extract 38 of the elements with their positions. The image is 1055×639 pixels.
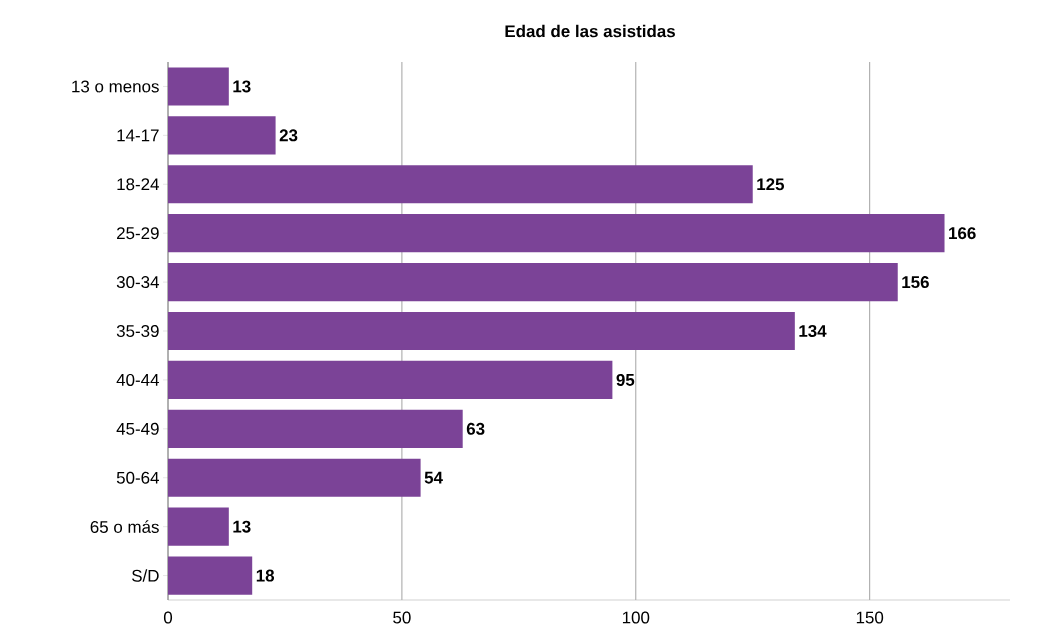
data-label: 13 [233,520,251,533]
y-tick-label: 13 o menos [72,80,159,93]
bar [168,556,253,595]
y-tick-label: 25-29 [117,227,159,240]
data-label: 63 [466,422,485,435]
bar [168,360,613,399]
data-label: 54 [424,471,443,484]
data-label: 166 [949,227,976,240]
chart-title: Edad de las asistidas [505,24,675,38]
bar [168,67,229,106]
x-tick-label: 100 [622,611,650,624]
y-tick-label: S/D [132,569,159,582]
y-tick-label: 45-49 [116,422,159,435]
data-label: 134 [799,324,827,338]
bar [168,507,229,546]
bar [168,458,421,497]
bar [168,165,753,204]
y-tick-label: 65 o más [90,520,159,533]
y-tick-label: 35-39 [116,325,159,338]
y-tick-label: 40-44 [116,373,159,386]
x-tick-label: 150 [856,611,884,624]
y-tick-label: 30-34 [116,276,159,289]
bar [168,214,945,253]
y-tick-label: 50-64 [116,471,159,484]
x-tick-label: 50 [393,611,411,624]
data-label: 156 [902,276,929,289]
bar [168,263,898,302]
bar [168,311,795,351]
y-tick-label: 14-17 [117,129,159,142]
bar [168,409,463,448]
x-tick-label: 0 [163,611,173,624]
data-label: 18 [256,569,275,582]
y-tick-label: 18-24 [117,178,159,191]
data-label: 23 [279,129,298,142]
data-label: 95 [616,373,635,386]
bar [168,116,276,155]
data-label: 13 [233,80,251,93]
data-label: 125 [757,178,785,191]
